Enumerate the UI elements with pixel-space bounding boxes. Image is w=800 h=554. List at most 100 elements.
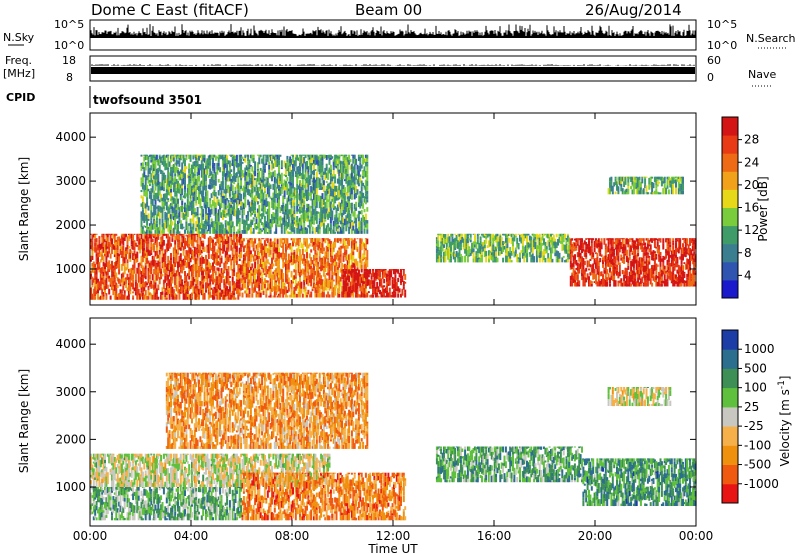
echo-cell bbox=[133, 287, 136, 292]
echo-cell bbox=[196, 234, 199, 237]
echo-cell bbox=[155, 213, 158, 218]
echo-cell bbox=[276, 260, 279, 267]
echo-cell bbox=[153, 163, 156, 169]
echo-cell bbox=[219, 260, 222, 263]
echo-cell bbox=[141, 201, 144, 205]
echo-cell bbox=[248, 273, 251, 280]
echo-cell bbox=[331, 188, 334, 191]
echo-cell bbox=[228, 215, 231, 223]
echo-cell bbox=[315, 160, 318, 165]
echo-cell bbox=[143, 287, 146, 292]
echo-cell bbox=[285, 264, 287, 270]
echo-cell bbox=[235, 231, 238, 234]
echo-cell bbox=[203, 292, 206, 300]
echo-cell bbox=[256, 286, 259, 289]
echo-cell bbox=[189, 247, 192, 255]
echo-cell bbox=[247, 271, 250, 278]
echo-cell bbox=[230, 181, 233, 185]
echo-cell bbox=[440, 235, 443, 242]
echo-cell bbox=[290, 154, 293, 156]
echo-cell bbox=[451, 241, 454, 246]
echo-cell bbox=[297, 174, 300, 179]
echo-cell bbox=[102, 294, 105, 297]
echo-cell bbox=[393, 277, 395, 284]
echo-cell bbox=[205, 254, 207, 262]
echo-cell bbox=[359, 191, 362, 194]
echo-cell bbox=[497, 246, 500, 252]
echo-cell bbox=[353, 181, 356, 185]
echo-cell bbox=[179, 291, 182, 294]
echo-cell bbox=[157, 169, 160, 174]
echo-cell bbox=[230, 207, 233, 214]
echo-cell bbox=[262, 175, 265, 183]
echo-cell bbox=[92, 261, 95, 269]
echo-cell bbox=[349, 216, 352, 219]
echo-cell bbox=[178, 276, 181, 281]
echo-cell bbox=[148, 154, 151, 157]
echo-cell bbox=[223, 189, 226, 194]
echo-cell bbox=[167, 220, 170, 227]
echo-cell bbox=[157, 198, 160, 201]
echo-cell bbox=[146, 246, 149, 253]
echo-cell bbox=[497, 237, 500, 242]
echo-cell bbox=[101, 277, 104, 280]
echo-cell bbox=[200, 257, 203, 265]
echo-cell bbox=[541, 251, 544, 258]
echo-cell bbox=[304, 286, 307, 291]
echo-cell bbox=[346, 202, 349, 207]
echo-cell bbox=[217, 209, 220, 216]
echo-cell bbox=[206, 168, 209, 176]
echo-cell bbox=[139, 233, 142, 235]
echo-cell bbox=[266, 194, 269, 197]
echo-cell bbox=[459, 233, 462, 236]
echo-cell bbox=[272, 271, 275, 274]
echo-cell bbox=[376, 294, 379, 298]
echo-cell bbox=[158, 154, 161, 156]
echo-cell bbox=[154, 185, 157, 191]
echo-cell bbox=[261, 198, 264, 202]
echo-cell bbox=[303, 174, 306, 180]
echo-cell bbox=[244, 255, 247, 261]
echo-cell bbox=[265, 265, 268, 271]
echo-cell bbox=[320, 195, 323, 202]
echo-cell bbox=[94, 238, 97, 243]
echo-cell bbox=[537, 245, 540, 250]
echo-cell bbox=[171, 170, 174, 173]
echo-cell bbox=[252, 279, 255, 284]
echo-cell bbox=[147, 278, 150, 284]
echo-cell bbox=[148, 230, 151, 234]
echo-cell bbox=[279, 273, 282, 280]
echo-cell bbox=[286, 274, 289, 279]
echo-cell bbox=[141, 167, 144, 169]
echo-cell bbox=[286, 245, 289, 250]
echo-cell bbox=[301, 207, 304, 214]
echo-cell bbox=[332, 279, 335, 282]
echo-cell bbox=[140, 233, 143, 239]
echo-cell bbox=[263, 163, 266, 169]
echo-cell bbox=[108, 233, 111, 236]
echo-cell bbox=[210, 154, 213, 156]
echo-cell bbox=[345, 154, 348, 156]
echo-cell bbox=[332, 249, 335, 253]
echo-cell bbox=[237, 183, 240, 190]
echo-cell bbox=[360, 277, 363, 284]
echo-cell bbox=[209, 241, 212, 247]
echo-cell bbox=[129, 286, 132, 291]
echo-cell bbox=[195, 288, 198, 294]
echo-cell bbox=[254, 268, 257, 275]
echo-cell bbox=[262, 205, 265, 210]
echo-cell bbox=[259, 277, 262, 284]
echo-cell bbox=[248, 242, 251, 246]
echo-cell bbox=[263, 284, 266, 289]
echo-cell bbox=[219, 250, 222, 256]
echo-cell bbox=[175, 294, 178, 300]
echo-cell bbox=[366, 166, 369, 171]
echo-cell bbox=[268, 253, 271, 257]
echo-cell bbox=[230, 163, 233, 166]
echo-cell bbox=[320, 213, 323, 217]
echo-cell bbox=[308, 263, 311, 270]
echo-cell bbox=[311, 205, 314, 213]
echo-cell bbox=[221, 171, 224, 177]
echo-cell bbox=[199, 240, 202, 245]
echo-cell bbox=[346, 218, 349, 221]
